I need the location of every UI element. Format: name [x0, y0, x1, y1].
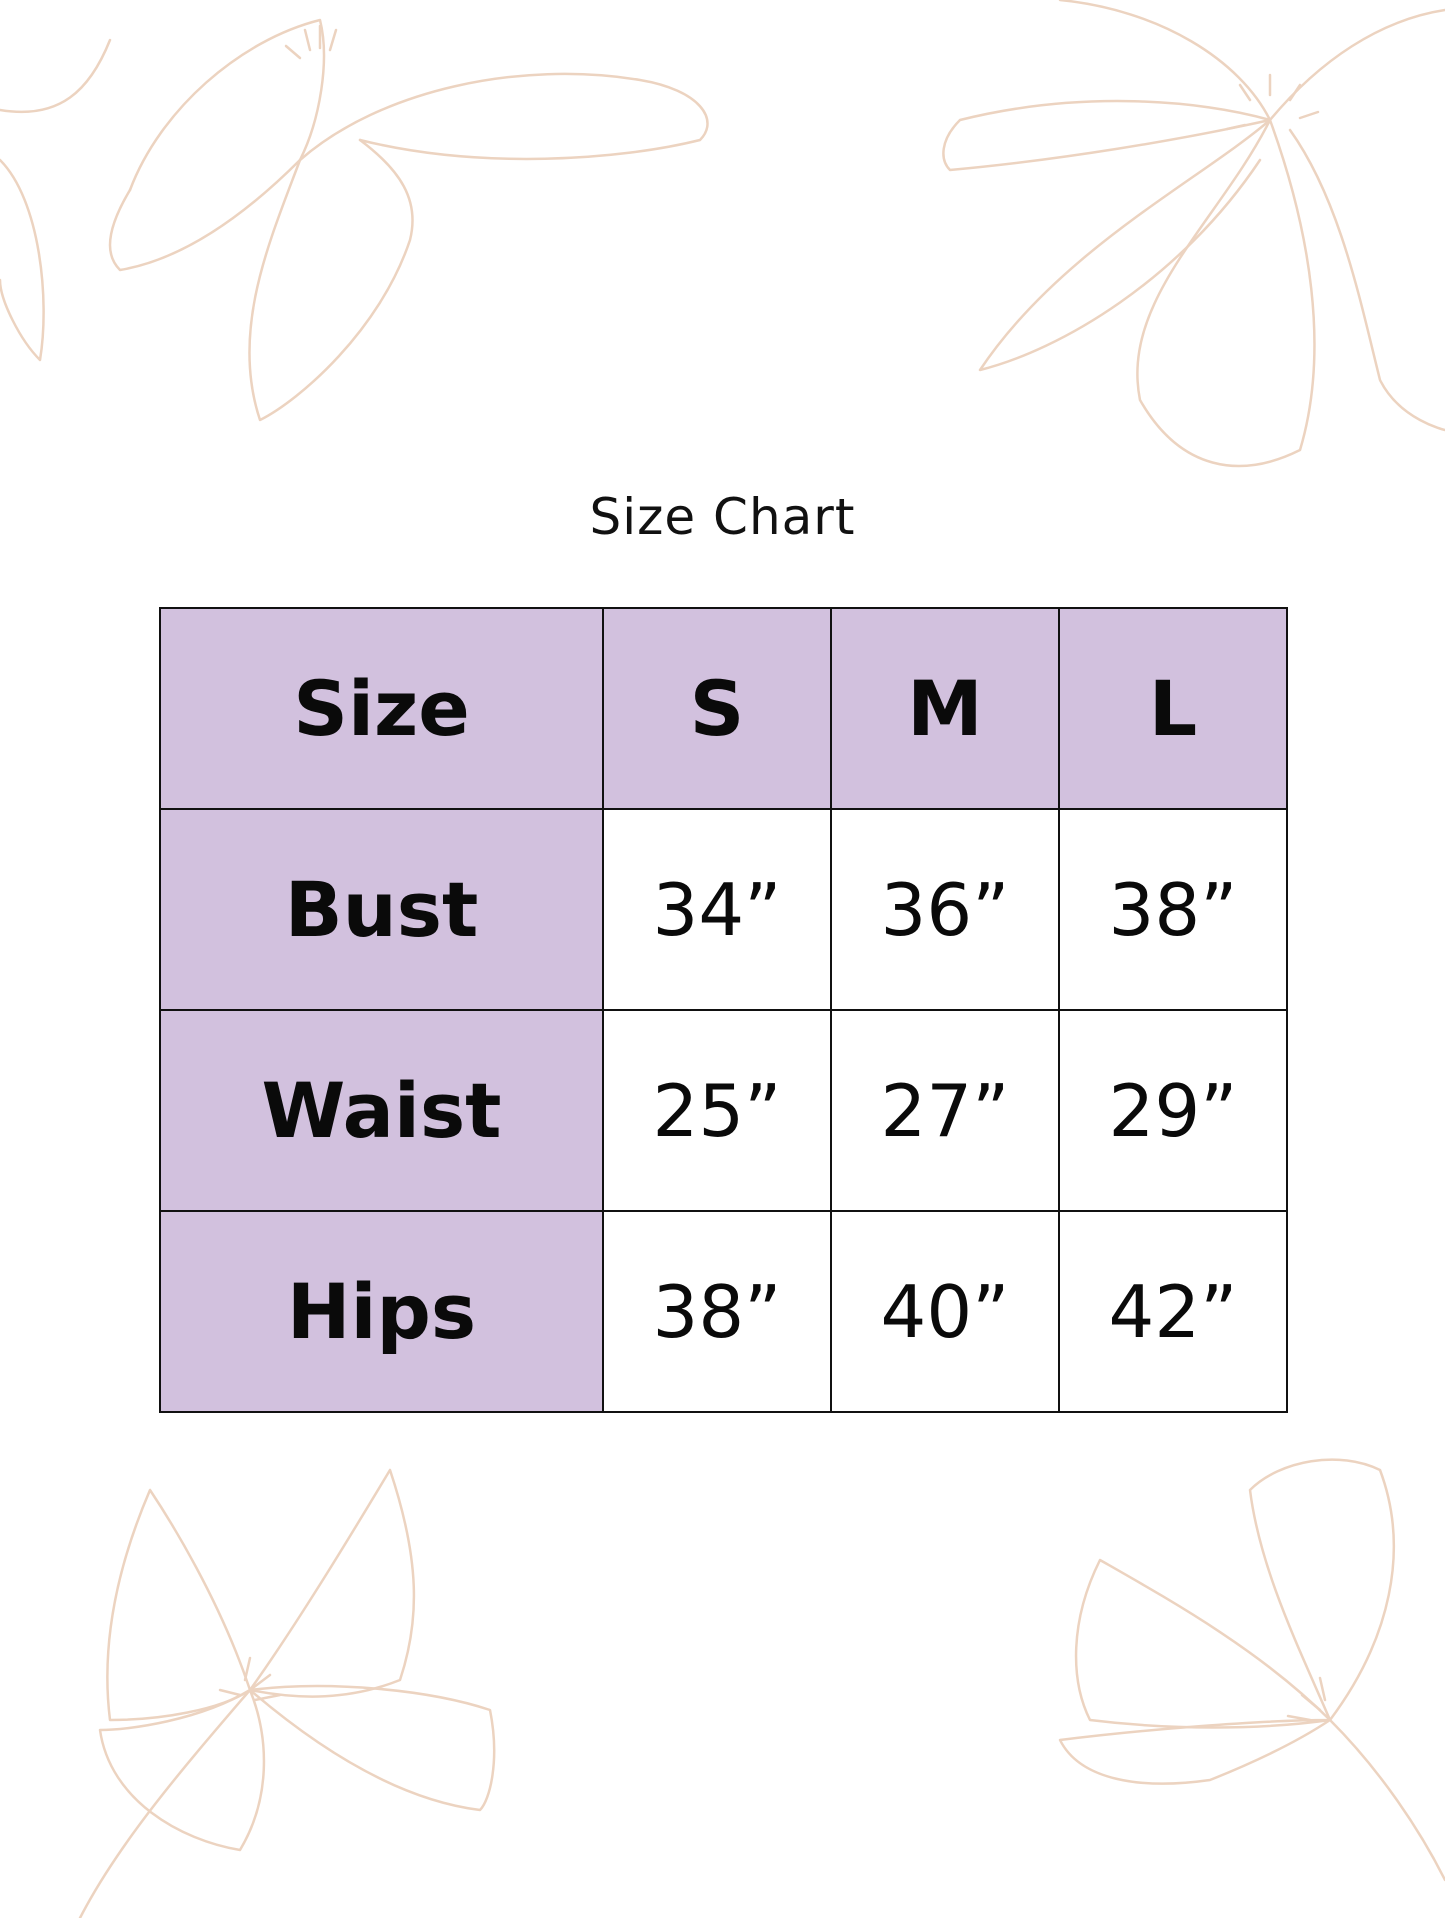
row-label: Bust	[159, 808, 604, 1011]
header-cell-size: Size	[159, 607, 604, 810]
flower-top-left-icon	[0, 18, 709, 422]
table-row-hips: Hips 38” 40” 42”	[159, 1210, 1288, 1413]
value-cell: 34”	[602, 808, 832, 1011]
size-chart-table: Size S M L Bust 34” 36” 38” Waist 25” 27…	[159, 607, 1288, 1413]
page-title: Size Chart	[589, 488, 856, 546]
flower-bottom-left-icon	[78, 1468, 496, 1918]
header-cell-l: L	[1058, 607, 1288, 810]
value-cell: 36”	[830, 808, 1060, 1011]
value-cell: 38”	[1058, 808, 1288, 1011]
table-row-bust: Bust 34” 36” 38”	[159, 808, 1288, 1011]
row-label: Hips	[159, 1210, 604, 1413]
value-cell: 27”	[830, 1009, 1060, 1212]
value-cell: 42”	[1058, 1210, 1288, 1413]
row-label: Waist	[159, 1009, 604, 1212]
value-cell: 29”	[1058, 1009, 1288, 1212]
flower-bottom-right-icon	[1058, 1458, 1445, 1882]
table-header-row: Size S M L	[159, 607, 1288, 810]
value-cell: 40”	[830, 1210, 1060, 1413]
header-cell-m: M	[830, 607, 1060, 810]
value-cell: 25”	[602, 1009, 832, 1212]
value-cell: 38”	[602, 1210, 832, 1413]
header-cell-s: S	[602, 607, 832, 810]
table-row-waist: Waist 25” 27” 29”	[159, 1009, 1288, 1212]
flower-top-right-icon	[942, 0, 1445, 468]
